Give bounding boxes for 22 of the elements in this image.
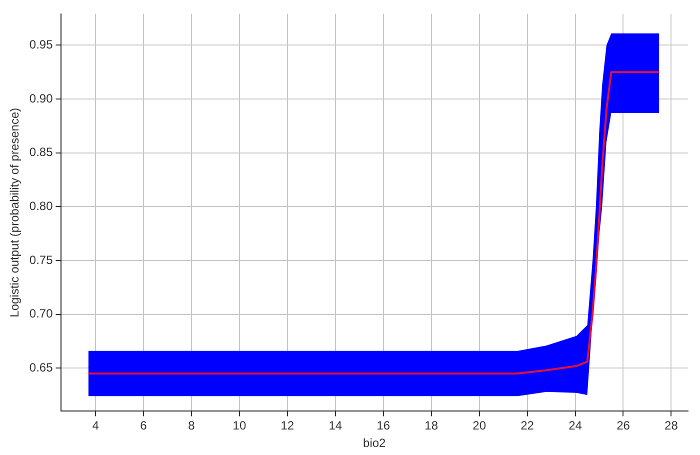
y-axis-title: Logistic output (probability of presence) — [8, 108, 22, 318]
x-tick-label: 8 — [188, 418, 196, 433]
x-tick-label: 16 — [376, 418, 390, 433]
x-tick-label: 18 — [424, 418, 438, 433]
x-tick-label: 22 — [520, 418, 534, 433]
y-tick-label: 0.65 — [29, 360, 54, 374]
x-tick-label: 14 — [328, 418, 342, 433]
y-tick-label: 0.75 — [29, 252, 54, 267]
x-tick-label: 10 — [232, 418, 246, 433]
x-tick-label: 4 — [92, 418, 100, 433]
y-tick-label: 0.90 — [29, 91, 54, 106]
x-tick-label: 28 — [664, 418, 678, 433]
y-tick-label: 0.80 — [29, 198, 54, 213]
x-tick-label: 20 — [472, 418, 486, 433]
x-tick-label: 6 — [140, 418, 148, 433]
x-tick-label: 12 — [280, 418, 294, 433]
x-tick-label: 26 — [616, 418, 630, 433]
x-axis-title: bio2 — [363, 436, 386, 450]
y-tick-label: 0.85 — [29, 145, 54, 160]
y-tick-label: 0.95 — [29, 38, 54, 52]
y-tick-label: 0.70 — [29, 306, 54, 321]
x-tick-label: 24 — [568, 418, 582, 433]
